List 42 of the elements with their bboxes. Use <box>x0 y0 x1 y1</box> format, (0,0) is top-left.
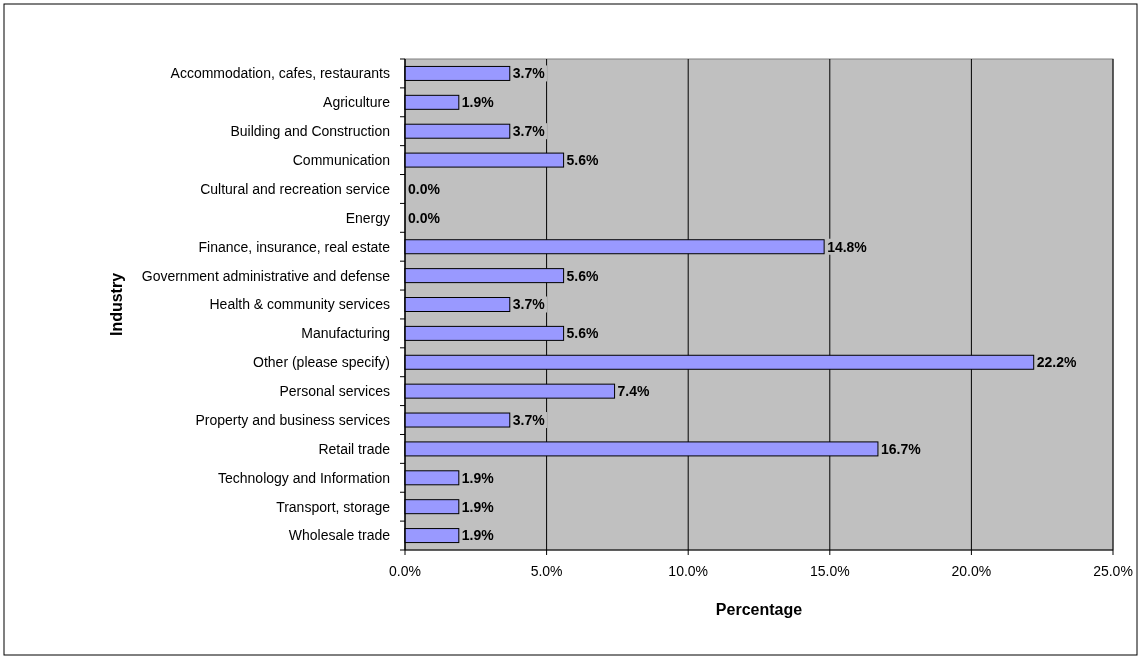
x-tick-label: 15.0% <box>809 563 850 579</box>
y-tick-label: Communication <box>292 151 390 168</box>
y-tick-label: Health & community services <box>209 296 390 313</box>
y-tick-label: Property and business services <box>195 411 390 428</box>
data-label: 0.0% <box>408 180 441 197</box>
data-label: 3.7% <box>512 411 546 428</box>
y-tick-label: Accommodation, cafes, restaurants <box>170 65 390 82</box>
y-tick-label: Wholesale trade <box>288 527 391 544</box>
x-tick-label: 10.0% <box>668 563 709 579</box>
x-tick-label: 20.0% <box>951 563 992 579</box>
data-label: 1.9% <box>461 94 495 111</box>
x-tick-label: 0.0% <box>389 563 421 579</box>
data-label: 3.7% <box>512 296 546 313</box>
data-label: 1.9% <box>461 498 495 515</box>
y-tick-label: Building and Construction <box>230 123 390 140</box>
data-label: 14.8% <box>827 238 868 255</box>
x-axis-title: Percentage <box>715 601 803 618</box>
x-tick-label: 25.0% <box>1093 563 1133 579</box>
y-tick-label: Cultural and recreation service <box>200 180 391 197</box>
x-tick-label: 5.0% <box>530 563 563 579</box>
data-label: 7.4% <box>617 383 651 400</box>
y-tick-label: Personal services <box>279 383 390 400</box>
y-tick-label: Government administrative and defense <box>141 267 391 284</box>
data-label: 1.9% <box>461 469 495 486</box>
data-label: 0.0% <box>408 209 441 226</box>
data-label: 16.7% <box>880 440 922 457</box>
y-tick-label: Manufacturing <box>301 325 390 342</box>
data-label: 5.6% <box>566 267 600 284</box>
y-tick-label: Agriculture <box>323 94 391 111</box>
y-axis-title: Industry <box>108 272 125 337</box>
data-label: 1.9% <box>461 527 495 544</box>
data-label: 22.2% <box>1036 354 1077 371</box>
y-tick-label: Transport, storage <box>276 498 391 515</box>
y-tick-label: Energy <box>345 209 390 226</box>
data-label: 3.7% <box>512 65 546 82</box>
y-tick-label: Other (please specify) <box>253 354 390 371</box>
data-label: 5.6% <box>566 325 600 342</box>
y-tick-label: Retail trade <box>318 440 391 457</box>
y-tick-label: Finance, insurance, real estate <box>198 238 391 255</box>
data-label: 3.7% <box>512 123 546 140</box>
y-tick-label: Technology and Information <box>218 469 390 486</box>
data-label: 5.6% <box>566 151 600 168</box>
